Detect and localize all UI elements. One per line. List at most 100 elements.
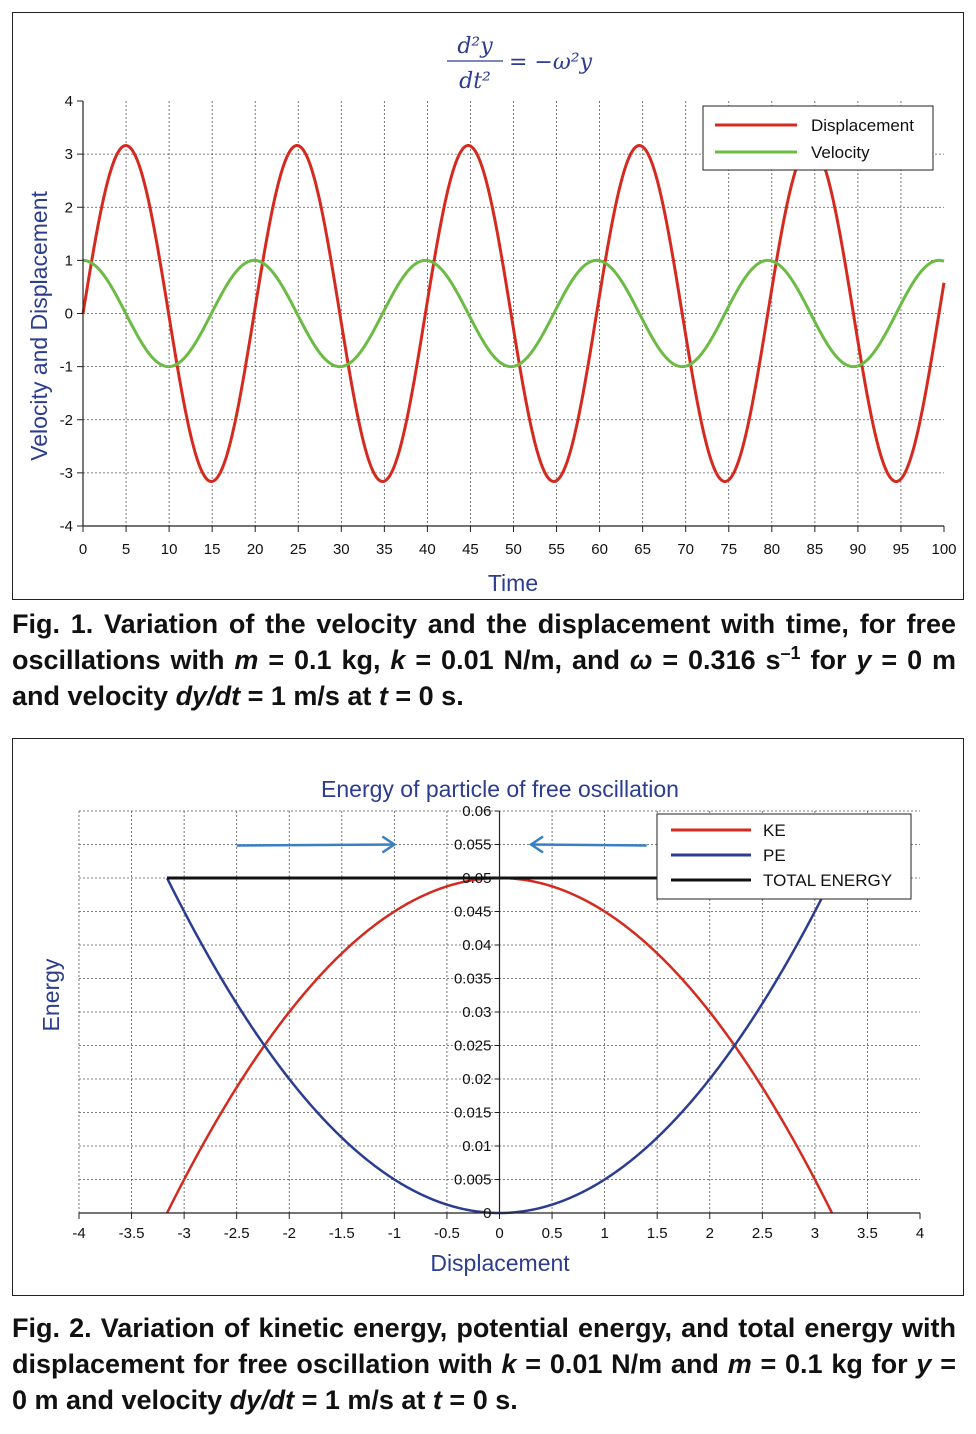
x-tick-label: 80 xyxy=(763,541,780,558)
x-tick-label: 25 xyxy=(290,541,307,558)
x-tick-label: -3.5 xyxy=(119,1225,145,1242)
caption-symbol-m: m xyxy=(727,1349,752,1379)
axes xyxy=(78,810,921,1219)
caption-text: = 0.1 kg, xyxy=(258,645,391,675)
x-tick-label: -2.5 xyxy=(224,1225,250,1242)
legend-label-pe: PE xyxy=(763,846,786,865)
y-tick-label: 0.035 xyxy=(454,971,492,988)
y-tick-label: 0.01 xyxy=(462,1138,491,1155)
equation-rhs: = −ω²y xyxy=(509,50,593,75)
x-tick-label: 0 xyxy=(79,541,87,558)
x-tick-label: 2 xyxy=(706,1225,714,1242)
arrow-shaft xyxy=(236,843,395,847)
caption-symbol-dydt: dy/dt xyxy=(175,681,241,711)
equation-denominator: dt² xyxy=(459,69,491,94)
x-tick-label: 45 xyxy=(462,541,479,558)
y-tick-label: 0.045 xyxy=(454,904,492,921)
annotation-arrows xyxy=(236,835,647,854)
x-tick-label: 55 xyxy=(548,541,565,558)
caption-exponent: –1 xyxy=(780,643,801,663)
y-tick-label: 2 xyxy=(65,199,73,216)
series-line-velocity xyxy=(82,258,945,369)
legend-label-ke: KE xyxy=(763,821,786,840)
caption-symbol-t: t xyxy=(378,681,388,711)
y-tick-label: -3 xyxy=(60,465,73,482)
caption-text: = 1 m/s at xyxy=(240,681,379,711)
caption-text: = 0.316 s xyxy=(652,645,781,675)
legend: KE PE TOTAL ENERGY xyxy=(656,813,912,900)
arrow-shaft xyxy=(531,843,647,847)
caption-text: Fig. 1. Variation of the velocity and th… xyxy=(12,609,956,675)
x-tick-label: 2.5 xyxy=(752,1225,773,1242)
caption-text: = 0.01 N/m, and xyxy=(405,645,630,675)
equation-numerator: d²y xyxy=(457,34,493,59)
y-tick-label: 3 xyxy=(65,146,73,163)
caption-symbol-k: k xyxy=(501,1349,517,1379)
x-tick-label: 3 xyxy=(811,1225,819,1242)
figure-2-chart: Energy of particle of free oscillation -… xyxy=(38,776,924,1276)
y-tick-label: 0.015 xyxy=(454,1105,492,1122)
figure-1-panel: d²y dt² = −ω²y 0 5 10 15 20 25 30 35 40 45 50 55 60 6… xyxy=(12,12,964,600)
x-tick-label: 0 xyxy=(495,1225,503,1242)
arrow-head xyxy=(528,835,544,854)
caption-text: = 0 m and velocity xyxy=(12,1349,956,1415)
x-tick-label: 100 xyxy=(931,541,956,558)
x-tick-label: 20 xyxy=(247,541,264,558)
x-tick-label: 0.5 xyxy=(542,1225,563,1242)
y-tick-label: -2 xyxy=(60,412,73,429)
x-tick-label: 75 xyxy=(720,541,737,558)
x-tick-label: 5 xyxy=(122,541,130,558)
y-tick-label: 0.025 xyxy=(454,1038,492,1055)
caption-symbol-t: t xyxy=(432,1385,442,1415)
caption-symbol-y: y xyxy=(916,1349,932,1379)
legend: Displacement Velocity xyxy=(702,105,934,171)
figure-2-panel: Energy of particle of free oscillation -… xyxy=(12,738,964,1296)
figure-1-caption: Fig. 1. Variation of the velocity and th… xyxy=(12,606,956,714)
x-tick-label: 35 xyxy=(376,541,393,558)
y-tick-label: 0 xyxy=(483,1205,491,1222)
caption-symbol-omega: ω xyxy=(629,645,653,675)
x-tick-label: 30 xyxy=(333,541,350,558)
x-tick-label: 90 xyxy=(850,541,867,558)
caption-symbol-k: k xyxy=(390,645,406,675)
legend-label-velocity: Velocity xyxy=(811,143,870,162)
caption-text: for xyxy=(800,645,857,675)
x-tick-label: 15 xyxy=(204,541,221,558)
arrow-head xyxy=(381,835,397,854)
figure-2-caption: Fig. 2. Variation of kinetic energy, pot… xyxy=(12,1310,956,1418)
x-tick-label: -0.5 xyxy=(434,1225,460,1242)
legend-box xyxy=(702,105,934,171)
x-tick-label: 1.5 xyxy=(647,1225,668,1242)
caption-text: = 0.01 N/m and xyxy=(516,1349,728,1379)
y-tick-label: 0.06 xyxy=(462,803,491,820)
x-tick-label: 10 xyxy=(161,541,178,558)
x-tick-label: 65 xyxy=(634,541,651,558)
x-tick-label: 95 xyxy=(893,541,910,558)
x-tick-label: -4 xyxy=(72,1225,85,1242)
y-tick-label: 0.03 xyxy=(462,1004,491,1021)
caption-symbol-y: y xyxy=(856,645,872,675)
axes xyxy=(77,100,945,532)
y-axis-label: Velocity and Displacement xyxy=(26,191,52,461)
tick-labels: 0 5 10 15 20 25 30 35 40 45 50 55 60 65 70 75 80 85 90 95 10… xyxy=(60,93,957,558)
y-tick-label: 0 xyxy=(65,306,73,323)
caption-text: = 0 s. xyxy=(441,1385,518,1415)
y-tick-label: -4 xyxy=(60,518,73,535)
x-axis-label: Time xyxy=(488,570,538,596)
y-axis-label: Energy xyxy=(38,958,64,1031)
x-tick-label: 1 xyxy=(600,1225,608,1242)
y-tick-label: 1 xyxy=(65,252,73,269)
x-tick-label: -1 xyxy=(388,1225,401,1242)
equation: d²y dt² = −ω²y xyxy=(447,34,593,94)
x-tick-label: 4 xyxy=(916,1225,924,1242)
figure-1-chart: d²y dt² = −ω²y 0 5 10 15 20 25 30 35 40 45 50 55 60 6… xyxy=(26,34,957,596)
y-tick-label: 0.05 xyxy=(462,870,491,887)
x-tick-label: 40 xyxy=(419,541,436,558)
x-axis-label: Displacement xyxy=(430,1250,570,1276)
legend-label-total-energy: TOTAL ENERGY xyxy=(763,871,892,890)
legend-label-displacement: Displacement xyxy=(811,116,914,135)
x-tick-label: 3.5 xyxy=(857,1225,878,1242)
x-tick-label: -3 xyxy=(177,1225,190,1242)
x-tick-label: 70 xyxy=(677,541,694,558)
chart-title: Energy of particle of free oscillation xyxy=(321,776,679,802)
